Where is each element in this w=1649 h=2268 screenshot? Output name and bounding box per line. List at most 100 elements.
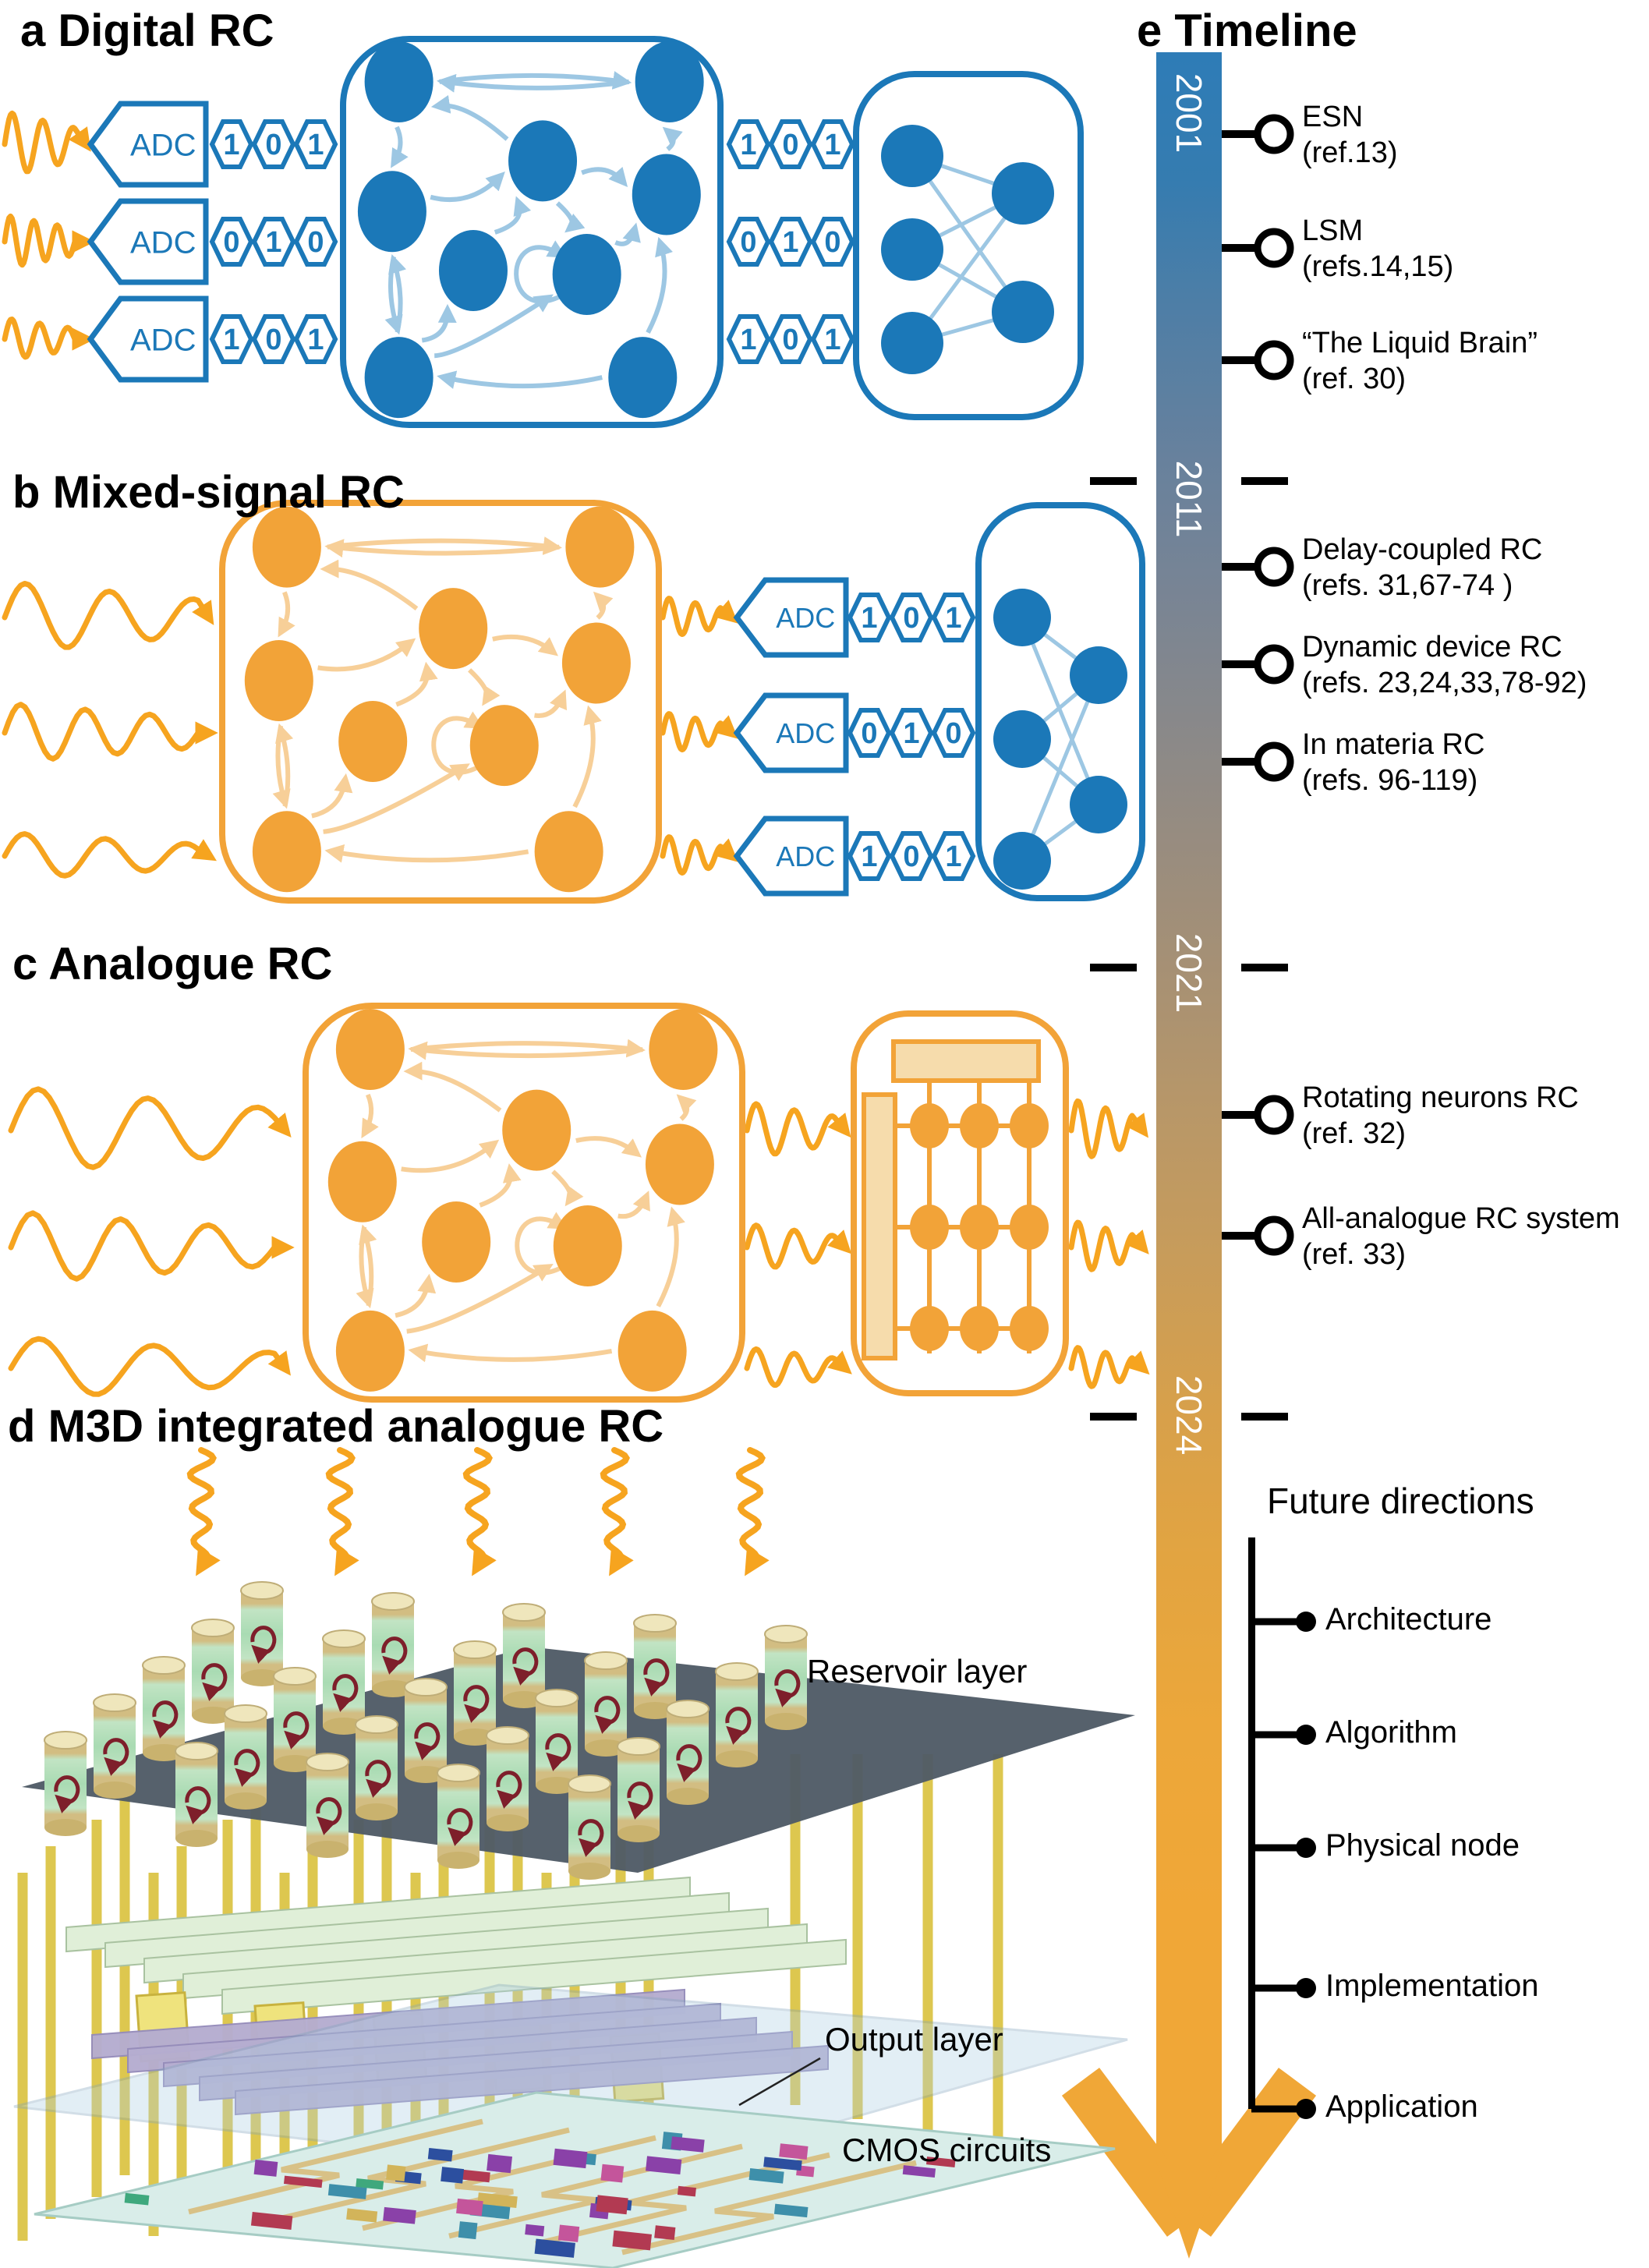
milestone-ref: (ref. 30) [1302, 363, 1407, 395]
bit-hexagon [209, 217, 254, 267]
reservoir-cylinder-body [192, 1628, 234, 1715]
reservoir-edge-arrow [275, 723, 294, 807]
svg-text: ADC [130, 225, 196, 260]
signal-wave-arrow [8, 1086, 292, 1170]
rotation-arrow-icon [725, 1707, 752, 1745]
cylinder-top [404, 1678, 448, 1697]
cmos-trace [535, 2152, 830, 2247]
reservoir-edge-arrow [433, 294, 554, 359]
cmos-chip [356, 2178, 384, 2190]
cylinder-top [306, 1753, 349, 1771]
cylinder-base [306, 1841, 349, 1858]
reservoir-node [561, 622, 631, 704]
bit-hexagon [847, 593, 892, 642]
panel-b-title: b Mixed-signal RC [12, 466, 405, 518]
reservoir-cylinder-body [617, 1746, 660, 1834]
cmos-chip [779, 2143, 809, 2160]
reservoir-cylinder-body [306, 1762, 349, 1849]
cylinder-base [405, 1766, 447, 1783]
reservoir-cylinder-body [437, 1773, 479, 1860]
cylinder-top [584, 1651, 628, 1670]
rotation-arrow-icon [316, 1797, 342, 1835]
cmos-chip [525, 2224, 545, 2237]
reservoir-layer-label: Reservoir layer [807, 1653, 1028, 1690]
svg-text: 1 [824, 129, 840, 161]
signal-wave-arrow [744, 1346, 852, 1388]
rotation-arrow-icon [627, 1781, 653, 1820]
bit-hexagon [768, 217, 813, 267]
cylinder-base [536, 1777, 578, 1794]
cylinder-base [192, 1707, 234, 1724]
svg-text: ADC [130, 323, 196, 357]
panel-d-art [13, 1447, 1135, 2268]
cylinder-base [143, 1744, 185, 1761]
cmos-chip [763, 2157, 802, 2171]
rotation-arrow-icon [774, 1669, 801, 1707]
rotation-arrow-icon [201, 1663, 228, 1701]
rotation-arrow-icon [545, 1733, 571, 1771]
rotation-arrow-icon [578, 1819, 604, 1857]
svg-text: 0 [903, 602, 919, 635]
svg-text: 0 [945, 717, 961, 750]
reservoir-cylinder-body [44, 1740, 87, 1827]
future-directions-title: Future directions [1267, 1481, 1534, 1521]
svg-text: 1 [861, 840, 877, 873]
reservoir-edge-arrow [361, 1093, 379, 1139]
rotation-arrow-icon [185, 1786, 211, 1824]
cylinder-base [568, 1863, 610, 1880]
cylinder-base [274, 1755, 316, 1772]
reservoir-edge-arrow [317, 638, 416, 672]
cmos-chip [677, 2185, 696, 2197]
milestone-stem [1222, 130, 1254, 138]
rotation-arrow-icon [676, 1744, 702, 1782]
cmos-chip [534, 2238, 575, 2258]
readout-edge [1020, 674, 1101, 862]
signal-wave-arrow [2, 213, 95, 268]
cmos-plane [34, 2091, 1116, 2268]
reservoir-node [357, 171, 426, 253]
reservoir-cylinder-body [454, 1650, 496, 1737]
cmos-trace [621, 2160, 917, 2256]
reservoir-node [469, 705, 539, 787]
cmos-chip [748, 2168, 784, 2184]
reservoir-edge-arrow [430, 94, 509, 141]
svg-text: 1 [740, 129, 756, 161]
future-item: Implementation [1325, 1969, 1539, 2003]
reservoir-node [252, 811, 321, 893]
timeline-arrow-tip [1156, 2161, 1222, 2259]
readout-node [992, 281, 1054, 343]
future-dot [1296, 1725, 1316, 1745]
reservoir-edge-arrow [320, 559, 419, 610]
reservoir-cylinder-body [487, 1735, 529, 1823]
cylinder-top [93, 1693, 136, 1712]
reservoir-edge-arrow [439, 71, 632, 90]
panel-a-letter: a [20, 5, 46, 56]
cmos-chip [456, 2198, 483, 2217]
svg-text: 1 [223, 129, 239, 161]
reservoir-node [565, 506, 635, 588]
reservoir-cylinder-body [585, 1661, 627, 1748]
rotation-arrow-icon [414, 1722, 441, 1760]
cylinder-top [371, 1592, 415, 1611]
reservoir-node [645, 1123, 714, 1205]
cmos-circuits-label: CMOS circuits [842, 2132, 1052, 2168]
reservoir-edge-arrow [614, 222, 641, 246]
cylinder-top [666, 1700, 709, 1718]
reservoir-edge-arrow [646, 236, 674, 334]
signal-wave-arrow [2, 110, 91, 175]
timeline-art [1061, 52, 1317, 2259]
bit-hexagon [293, 314, 338, 364]
signal-wave-arrow [8, 1336, 291, 1397]
readout-node [881, 218, 943, 281]
rotation-arrow-icon [250, 1626, 277, 1664]
panel-b-letter: b [12, 467, 41, 518]
bit-hexagon [889, 593, 934, 642]
cmos-chip [124, 2192, 150, 2206]
year-tick-right [1241, 1413, 1288, 1421]
future-branch [1251, 1731, 1300, 1739]
future-item: Application [1325, 2089, 1478, 2124]
milestone-ref: (ref.13) [1302, 136, 1398, 169]
cmos-chip [283, 2175, 323, 2188]
cylinder-base [634, 1702, 676, 1719]
